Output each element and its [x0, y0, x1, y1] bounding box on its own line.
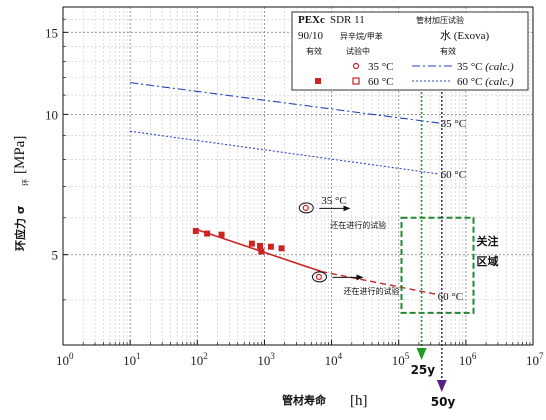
- line-label: 60 °C: [441, 169, 467, 181]
- x-tick-label: 106: [459, 351, 477, 368]
- y-tick-label: 5: [52, 248, 59, 263]
- calc-line-35c: [130, 82, 440, 124]
- legend-test-type: 管材加压试验: [416, 15, 464, 25]
- line-label: 60 °C: [438, 291, 464, 303]
- y-axis-label-group: 环应力 σ 环 [MPa]: [12, 136, 30, 251]
- x-tick-label: 107: [526, 351, 544, 368]
- x-tick-label: 101: [123, 351, 140, 368]
- marker-label-50y: 50y: [431, 395, 456, 409]
- x-axis-unit: [h]: [350, 393, 368, 409]
- y-axis-subscript: 环: [22, 179, 30, 186]
- focus-region: [400, 216, 475, 314]
- x-tick-label: 100: [56, 351, 74, 368]
- legend-35c-calc-label: 35 °C (calc.): [457, 61, 514, 73]
- running-test-point: [302, 204, 309, 212]
- data-point: [218, 231, 225, 238]
- legend-ratio: 90/10: [298, 30, 324, 42]
- legend-material: PEXc: [298, 14, 325, 26]
- data-point: [192, 228, 199, 235]
- data-point: [258, 248, 265, 255]
- axes-layer: 100 101 102 103 104 105 106 107 5 10 15 管材寿命 [h] 环应力 …: [12, 6, 544, 409]
- y-axis-unit: [MPa]: [12, 136, 28, 174]
- running-test-label: 35 °C: [321, 195, 347, 207]
- data-point: [204, 230, 211, 237]
- x-tick-label: 104: [325, 351, 343, 368]
- legend-35c-label: 35 °C: [368, 61, 394, 73]
- x-tick-label: 105: [392, 351, 410, 368]
- marker-arrowhead-25y: [416, 348, 427, 360]
- x-axis-label: 管材寿命: [282, 393, 327, 407]
- data-point: [248, 240, 255, 247]
- extrapolation-line-60c: [321, 270, 440, 296]
- running-test-circle: [311, 271, 327, 283]
- legend-60c-label: 60 °C: [368, 76, 394, 88]
- legend-medium: 异辛烷/甲苯: [340, 31, 383, 41]
- x-tick-label: 103: [257, 351, 275, 368]
- marker-label-25y: 25y: [411, 363, 436, 377]
- running-test-point: [315, 273, 323, 281]
- x-tick-label: 102: [190, 351, 208, 368]
- legend-box: [291, 11, 529, 91]
- data-point: [278, 245, 285, 252]
- legend-valid-1: 有效: [306, 46, 322, 56]
- legend-marker-60c-running: [352, 77, 360, 85]
- running-test-note: 还在进行的试验: [330, 220, 386, 230]
- legend-water: 水 (Exova): [440, 29, 490, 42]
- line-label: 35 °C: [441, 118, 467, 130]
- focus-label-line-1: 关注: [477, 234, 499, 248]
- legend-60c-calc-label: 60 °C (calc.): [457, 76, 514, 88]
- focus-label-line-2: 区域: [477, 254, 499, 268]
- legend-valid-2: 有效: [440, 46, 456, 56]
- legend-marker-60c-valid: [315, 78, 321, 84]
- data-point: [257, 242, 264, 249]
- series-layer: [130, 82, 440, 296]
- running-test-note: 还在进行的试验: [343, 286, 399, 296]
- running-test-circle: [298, 202, 314, 214]
- y-axis-label: 环应力 σ: [13, 206, 27, 251]
- y-tick-label: 15: [45, 25, 58, 40]
- legend-sdr: SDR 11: [330, 14, 365, 26]
- legend-in-progress: 试验中: [346, 46, 370, 56]
- plot-frame: [62, 6, 534, 346]
- marker-arrowhead-50y: [436, 380, 447, 392]
- y-tick-label: 10: [45, 107, 58, 122]
- legend-marker-35c-running: [352, 62, 360, 70]
- data-point: [267, 243, 274, 250]
